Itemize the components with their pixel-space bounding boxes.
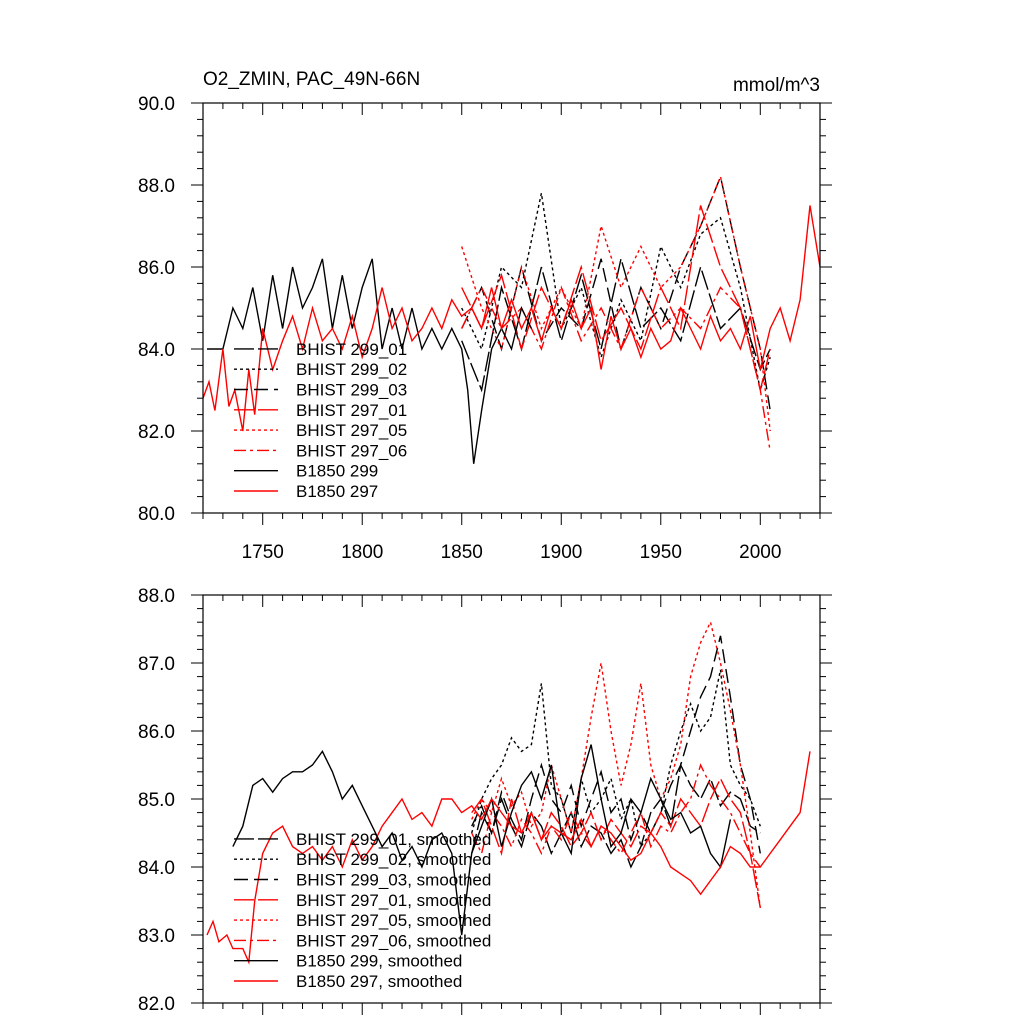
- y-tick-label: 83.0: [138, 926, 175, 947]
- series-line-2: [471, 669, 761, 849]
- legend-label-3: BHIST 299_03: [296, 381, 407, 400]
- y-tick-label: 82.0: [138, 994, 175, 1015]
- series-line-8: [206, 751, 811, 965]
- legend-label-8: B1850 297: [296, 482, 378, 501]
- x-tick-label: 1950: [640, 542, 682, 563]
- series-line-6: [461, 285, 771, 452]
- x-tick-label: 1800: [341, 542, 383, 563]
- series-line-6: [471, 763, 761, 868]
- series-group: [203, 174, 820, 464]
- chart-panel-2: 82.0 83.0 84.0 85.0 86.0 87.0 88.0 BHIST 299_01…: [138, 586, 832, 1015]
- x-tick-label: 1850: [441, 542, 483, 563]
- legend-label-5: BHIST 297_05, smoothed: [296, 911, 491, 930]
- series-line-8: [203, 205, 820, 432]
- series-line-1: [461, 258, 771, 393]
- legend-label-7: B1850 299: [296, 462, 378, 481]
- y-tick-label: 84.0: [138, 340, 175, 361]
- chart-title: O2_ZMIN, PAC_49N-66N: [203, 69, 420, 90]
- y-tick-label: 88.0: [138, 586, 175, 607]
- y-tick-label: 87.0: [138, 654, 175, 675]
- y-tick-label: 84.0: [138, 858, 175, 879]
- y-tick-label: 90.0: [138, 94, 175, 115]
- legend-label-6: BHIST 297_06, smoothed: [296, 931, 491, 950]
- series-line-3: [471, 635, 761, 854]
- x-tick-label: 1900: [540, 542, 582, 563]
- legend-label-1: BHIST 299_01, smoothed: [296, 830, 491, 849]
- y-tick-label: 86.0: [138, 722, 175, 743]
- chart-panel-1: 80.0 82.0 84.0 86.0 88.0 90.0 1750 1800 1850 1900…: [138, 69, 832, 563]
- y-tick-label: 80.0: [138, 504, 175, 525]
- series-line-5: [461, 174, 771, 432]
- plot-frame: [202, 102, 821, 514]
- legend-label-4: BHIST 297_01, smoothed: [296, 891, 491, 910]
- y-tick-label: 82.0: [138, 422, 175, 443]
- legend-label-6: BHIST 297_06: [296, 441, 407, 460]
- x-tick-label: 1750: [242, 542, 284, 563]
- series-group: [206, 620, 811, 965]
- series-line-5: [471, 620, 761, 908]
- legend-label-7: B1850 299, smoothed: [296, 952, 462, 971]
- y-tick-label: 86.0: [138, 258, 175, 279]
- legend-label-4: BHIST 297_01: [296, 401, 407, 420]
- series-line-2: [461, 193, 771, 391]
- legend-label-1: BHIST 299_01: [296, 340, 407, 359]
- legend-label-8: B1850 297, smoothed: [296, 972, 462, 991]
- x-tick-label: 2000: [739, 542, 781, 563]
- legend-label-2: BHIST 299_02, smoothed: [296, 850, 491, 869]
- series-line-7: [207, 258, 533, 464]
- y-tick-label: 85.0: [138, 790, 175, 811]
- series-line-3: [461, 174, 771, 411]
- y-tick-label: 88.0: [138, 176, 175, 197]
- chart-units: mmol/m^3: [733, 75, 820, 96]
- legend-label-5: BHIST 297_05: [296, 421, 407, 440]
- series-line-1: [471, 762, 761, 869]
- legend-label-3: BHIST 299_03, smoothed: [296, 871, 491, 890]
- series-line-7: [232, 744, 732, 936]
- series-line-4: [461, 205, 771, 391]
- legend-label-2: BHIST 299_02: [296, 360, 407, 379]
- series-line-4: [471, 777, 761, 908]
